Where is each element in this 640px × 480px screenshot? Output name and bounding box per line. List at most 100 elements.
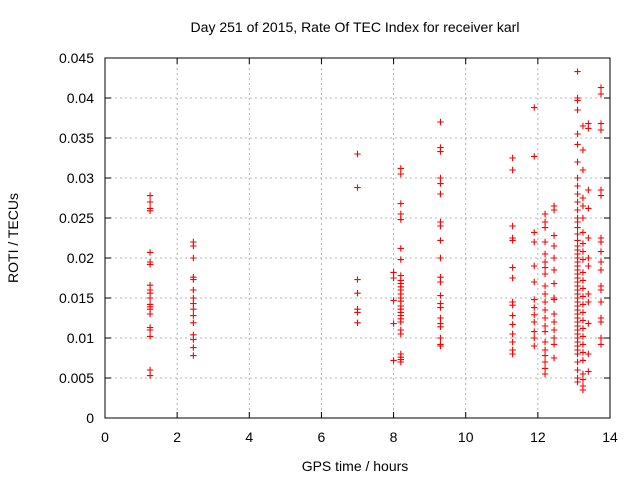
data-point: [190, 306, 197, 313]
data-point: [585, 262, 592, 270]
data-point: [397, 216, 404, 223]
x-tick-labels: 0 2 4 6 8 10 12 14: [101, 429, 618, 445]
data-point: [550, 296, 558, 303]
data-point: [437, 304, 444, 311]
data-point: [146, 198, 154, 206]
x-tick-label: 12: [530, 429, 546, 445]
x-tick-label: 2: [173, 429, 181, 445]
data-point: [579, 240, 587, 247]
data-point: [509, 274, 516, 282]
data-point: [579, 166, 587, 174]
data-point: [579, 317, 587, 324]
data-point: [354, 319, 361, 326]
data-point: [597, 120, 605, 127]
data-point: [579, 229, 587, 236]
data-point: [541, 365, 549, 372]
data-point: [397, 245, 404, 252]
data-point: [541, 218, 549, 226]
data-point: [509, 350, 516, 358]
data-point: [579, 376, 587, 383]
data-point: [541, 210, 549, 218]
data-point: [397, 330, 404, 338]
data-point: [354, 309, 361, 316]
data-point: [579, 146, 587, 154]
data-point: [437, 292, 444, 299]
data-point: [574, 206, 581, 214]
y-tick-labels: 0 0.005 0.01 0.015 0.02 0.025 0.03 0.035 0.04 0.0…: [59, 50, 94, 426]
data-point: [437, 222, 444, 230]
data-point: [550, 254, 558, 262]
data-point: [585, 186, 592, 194]
data-point: [397, 170, 404, 178]
y-tick-label: 0.035: [59, 130, 94, 146]
data-point: [550, 334, 558, 342]
data-point: [390, 269, 397, 276]
data-point: [541, 290, 549, 298]
data-point: [541, 224, 549, 231]
data-point: [579, 357, 587, 364]
data-point: [437, 314, 444, 322]
data-point: [541, 264, 549, 271]
data-point: [541, 282, 549, 290]
data-point: [509, 338, 516, 346]
data-point: [574, 68, 581, 75]
data-point: [579, 248, 587, 255]
data-point: [390, 320, 397, 327]
data-point: [579, 277, 587, 284]
data-point: [550, 318, 558, 326]
data-point: [579, 202, 587, 210]
data-point: [574, 224, 581, 231]
data-point: [579, 301, 587, 308]
data-point: [597, 248, 605, 255]
data-point: [579, 341, 587, 348]
data-point: [597, 192, 605, 199]
x-tick-label: 4: [245, 429, 253, 445]
y-tick-label: 0.005: [59, 370, 94, 386]
y-tick-label: 0.03: [67, 170, 94, 186]
data-point: [190, 300, 197, 307]
data-point: [541, 328, 549, 335]
data-point: [437, 342, 444, 350]
data-point: [597, 238, 605, 246]
data-point: [354, 184, 361, 191]
data-point: [531, 328, 538, 335]
data-point: [146, 294, 154, 302]
data-point: [390, 297, 397, 304]
data-point: [574, 97, 581, 104]
y-tick-label: 0.045: [59, 50, 94, 66]
data-point: [597, 90, 605, 98]
data-point: [574, 174, 581, 182]
data-point: [550, 266, 558, 274]
data-point: [437, 278, 444, 286]
data-point: [579, 325, 587, 332]
data-point: [146, 366, 154, 374]
data-point: [437, 334, 444, 342]
data-point: [574, 366, 581, 374]
data-point: [574, 190, 581, 198]
data-point: [585, 254, 592, 262]
data-point: [531, 104, 538, 111]
data-point: [190, 254, 197, 262]
data-point: [579, 214, 587, 222]
data-point: [354, 290, 361, 297]
data-point: [397, 358, 404, 366]
y-tick-label: 0.01: [67, 330, 94, 346]
data-point: [541, 238, 549, 246]
data-point: [541, 358, 549, 366]
data-point: [190, 319, 197, 326]
data-point: [397, 200, 404, 207]
data-point: [579, 122, 587, 130]
data-point: [531, 334, 538, 342]
y-axis-label: ROTI / TECUs: [5, 193, 21, 283]
data-point: [531, 304, 538, 311]
data-point: [397, 210, 404, 218]
data-point: [579, 285, 587, 292]
data-point: [585, 290, 592, 298]
data-point: [190, 344, 197, 351]
data-point: [585, 125, 592, 132]
data-point: [509, 321, 516, 328]
data-point: [190, 312, 197, 319]
axis-ticks: [104, 57, 611, 419]
data-point: [574, 106, 581, 114]
data-point: [574, 182, 581, 190]
